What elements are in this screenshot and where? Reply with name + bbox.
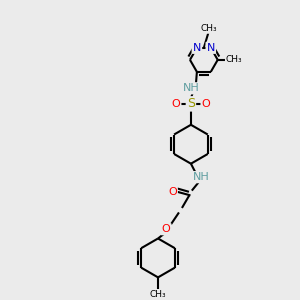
Text: O: O: [162, 224, 170, 234]
Text: S: S: [187, 98, 195, 110]
Text: N: N: [207, 43, 215, 53]
Text: CH₃: CH₃: [226, 55, 242, 64]
Text: O: O: [172, 99, 180, 109]
Text: O: O: [202, 99, 210, 109]
Text: NH: NH: [193, 172, 210, 182]
Text: CH₃: CH₃: [200, 24, 217, 33]
Text: CH₃: CH₃: [150, 290, 166, 299]
Text: O: O: [168, 187, 177, 197]
Text: NH: NH: [182, 83, 199, 93]
Text: N: N: [193, 43, 201, 53]
